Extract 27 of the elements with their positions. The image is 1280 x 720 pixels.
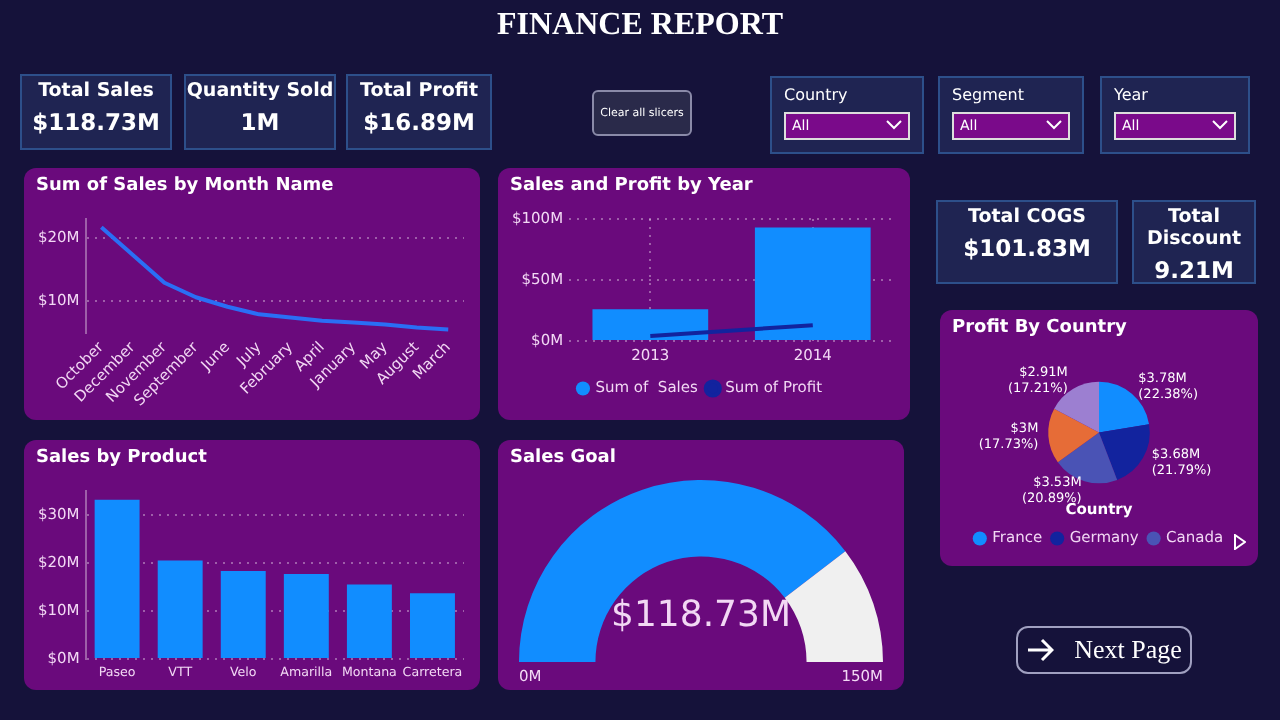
text: $118.73M xyxy=(30,108,162,136)
text: Segment xyxy=(952,86,1026,104)
text: $101.83M xyxy=(961,234,1093,262)
text: Next Page xyxy=(1074,634,1182,666)
chart-title: Sales Goal xyxy=(508,446,618,472)
bar xyxy=(157,560,203,658)
chart-title: Profit By Country xyxy=(950,316,1129,342)
bar xyxy=(410,593,455,658)
text: Country xyxy=(784,86,850,104)
text: Total COGS xyxy=(966,206,1088,228)
text: 9.21M xyxy=(1152,256,1236,284)
bar xyxy=(283,573,329,658)
bar xyxy=(220,571,266,658)
text: Quantity Sold xyxy=(186,80,334,102)
text: Total Sales xyxy=(36,80,156,102)
chart-title: Sales by Product xyxy=(34,446,209,472)
data-label: $118.73M xyxy=(611,594,791,636)
chart-title: Sales and Profit by Year xyxy=(508,174,755,200)
text: $16.89M xyxy=(361,108,477,136)
bar xyxy=(94,499,140,658)
bar xyxy=(346,584,392,658)
text: Total Discount xyxy=(1144,206,1244,250)
chart-title: Sum of Sales by Month Name xyxy=(34,174,336,200)
text: FINANCE REPORT xyxy=(495,8,785,44)
text: Total Profit xyxy=(357,80,481,102)
text: Year xyxy=(1114,86,1150,104)
text: 1M xyxy=(238,108,282,136)
